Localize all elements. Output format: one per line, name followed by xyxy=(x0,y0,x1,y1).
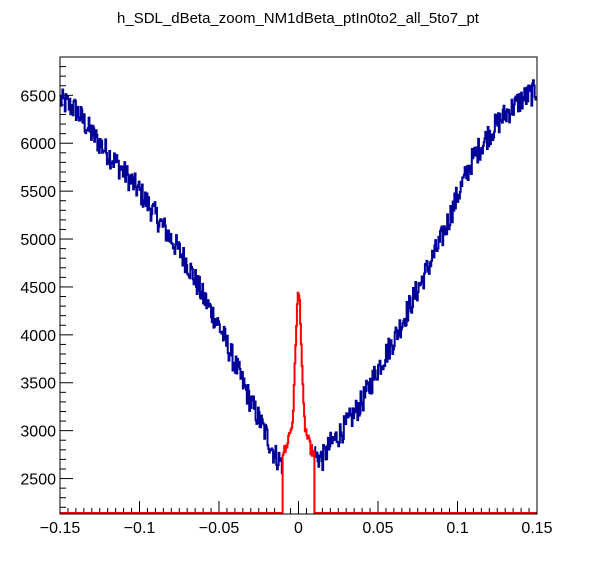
x-tick-label: 0.05 xyxy=(362,520,393,537)
y-tick-label: 3500 xyxy=(20,376,56,393)
axes-layer: 2500 3000 3500 4000 4500 5000 5500 6000 6500 −0.1… xyxy=(20,56,553,537)
x-tick-label: 0.1 xyxy=(446,520,468,537)
series-line xyxy=(60,291,537,514)
x-tick-label: −0.1 xyxy=(124,520,156,537)
y-tick-label: 6000 xyxy=(20,136,56,153)
x-tick-label: −0.15 xyxy=(40,520,81,537)
y-tick-label: 2500 xyxy=(20,472,56,489)
x-tick-label: 0.15 xyxy=(521,520,552,537)
series-line xyxy=(59,79,538,475)
x-tick-label: 0 xyxy=(294,520,303,537)
series-layer xyxy=(59,79,538,514)
plot-frame xyxy=(59,56,538,515)
x-tick-label: −0.05 xyxy=(199,520,240,537)
frame-layer xyxy=(59,56,538,515)
y-tick-label: 5000 xyxy=(20,232,56,249)
chart-title: h_SDL_dBeta_zoom_NM1dBeta_ptIn0to2_all_5… xyxy=(117,10,479,27)
y-tick-label: 4000 xyxy=(20,328,56,345)
y-tick-label: 4500 xyxy=(20,280,56,297)
y-tick-label: 5500 xyxy=(20,184,56,201)
y-tick-label: 3000 xyxy=(20,424,56,441)
y-tick-label: 6500 xyxy=(20,88,56,105)
